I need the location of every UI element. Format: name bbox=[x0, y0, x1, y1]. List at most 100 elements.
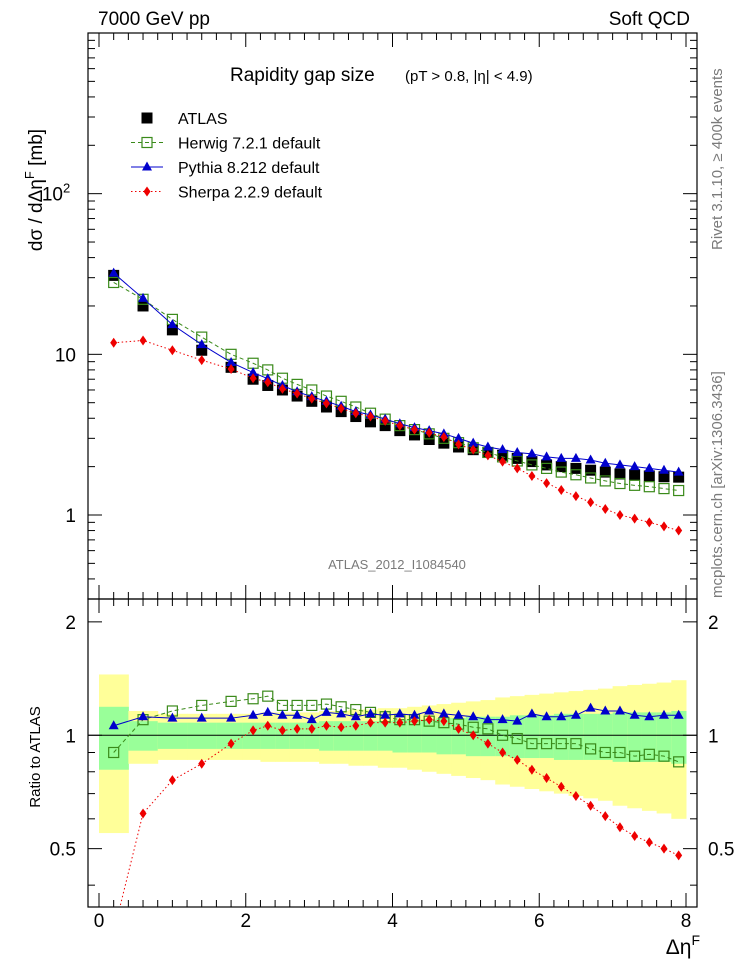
y-tick-label: 102 bbox=[42, 181, 70, 206]
data-point bbox=[322, 398, 330, 409]
ratio-point bbox=[425, 714, 433, 725]
inner-band bbox=[539, 715, 555, 759]
ratio-axis-ticks: 0.5 0.5 1 1 2 2 0 2 4 6 8 bbox=[50, 599, 734, 932]
data-point bbox=[196, 339, 207, 349]
data-point bbox=[614, 477, 626, 490]
ratio-point bbox=[675, 850, 683, 861]
inner-band bbox=[627, 712, 643, 762]
data-point bbox=[599, 475, 611, 487]
x-tick-label: 8 bbox=[681, 911, 692, 932]
ratio-point bbox=[249, 725, 257, 736]
ratio-point bbox=[196, 699, 208, 712]
data-point bbox=[570, 462, 582, 474]
ratio-point bbox=[455, 723, 463, 734]
data-point bbox=[511, 452, 523, 464]
data-point bbox=[540, 462, 553, 474]
data-point bbox=[396, 420, 404, 431]
data-point bbox=[629, 479, 641, 491]
ratio-point bbox=[673, 756, 685, 768]
ratio-point bbox=[337, 722, 345, 733]
main-y-axis-label-sup: F bbox=[22, 171, 37, 179]
data-point bbox=[513, 463, 521, 474]
x-tick-label: 6 bbox=[534, 911, 545, 932]
x-axis-label: ΔηF bbox=[666, 932, 700, 959]
data-point bbox=[226, 356, 237, 366]
ratio-point bbox=[644, 711, 655, 721]
ratio-point bbox=[380, 709, 391, 719]
ratio-point bbox=[556, 711, 567, 721]
data-point bbox=[166, 324, 178, 336]
process-label: Soft QCD bbox=[609, 9, 690, 30]
ratio-point bbox=[658, 750, 670, 762]
data-point bbox=[137, 300, 149, 312]
inner-band bbox=[553, 713, 570, 760]
ratio-point bbox=[629, 750, 641, 762]
inner-band bbox=[597, 713, 614, 760]
ratio-point bbox=[512, 715, 523, 725]
data-point bbox=[629, 469, 641, 481]
data-point bbox=[614, 468, 626, 480]
ratio-point bbox=[614, 746, 626, 759]
data-point bbox=[556, 452, 567, 462]
ratio-point bbox=[572, 790, 580, 801]
data-point bbox=[643, 470, 655, 482]
ratio-point bbox=[469, 730, 477, 741]
data-point bbox=[585, 454, 596, 464]
ratio-point bbox=[411, 716, 419, 727]
ratio-point bbox=[225, 695, 237, 707]
inner-band bbox=[568, 713, 584, 760]
data-point bbox=[482, 441, 493, 451]
data-point bbox=[249, 373, 257, 384]
ratio-y-tick-label: 1 bbox=[65, 726, 76, 747]
inner-band bbox=[524, 715, 540, 759]
ratio-point bbox=[496, 729, 509, 741]
data-point bbox=[675, 525, 683, 536]
ratio-point bbox=[601, 811, 609, 822]
data-point bbox=[497, 444, 508, 454]
inner-band bbox=[260, 722, 276, 749]
data-point bbox=[108, 267, 119, 277]
ratio-point bbox=[526, 738, 538, 750]
inner-band bbox=[392, 719, 408, 753]
data-point bbox=[541, 459, 553, 471]
mcplots-label: mcplots.cern.ch [arXiv:1306.3436] bbox=[709, 371, 726, 598]
data-point bbox=[308, 393, 316, 404]
inner-band bbox=[451, 718, 467, 755]
plot-title: Rapidity gap size bbox=[230, 65, 375, 86]
data-point bbox=[366, 411, 374, 422]
ratio-point bbox=[599, 746, 611, 759]
inner-band bbox=[304, 722, 320, 749]
legend: ATLAS Herwig 7.2.1 default Pythia 8.212 de… bbox=[131, 111, 323, 202]
x-axis-label-sup: F bbox=[691, 932, 700, 948]
ratio-point bbox=[528, 764, 536, 775]
ratio-point bbox=[468, 711, 479, 721]
ratio-point bbox=[350, 711, 361, 721]
ratio-point bbox=[262, 706, 273, 716]
inner-band bbox=[99, 706, 129, 770]
data-point bbox=[337, 403, 345, 414]
y-tick-label: 1 bbox=[65, 506, 76, 527]
ratio-point bbox=[226, 712, 237, 722]
data-point bbox=[658, 482, 670, 495]
ratio-point bbox=[585, 702, 596, 712]
inner-band bbox=[363, 721, 379, 751]
ratio-point bbox=[306, 714, 317, 724]
ratio-point bbox=[139, 808, 147, 819]
ratio-clip bbox=[89, 907, 696, 937]
ratio-point bbox=[306, 699, 318, 712]
inner-band bbox=[333, 721, 349, 751]
series-line bbox=[113, 272, 679, 473]
data-point bbox=[557, 485, 565, 496]
ratio-point bbox=[513, 754, 521, 765]
data-point bbox=[440, 432, 448, 443]
ratio-y-tick-label-right: 0.5 bbox=[708, 840, 734, 861]
data-point bbox=[248, 367, 259, 377]
ratio-point bbox=[293, 723, 301, 734]
ratio-point bbox=[366, 717, 374, 728]
data-point bbox=[616, 509, 624, 520]
data-point bbox=[469, 444, 477, 455]
legend-marker bbox=[143, 186, 151, 197]
legend-marker bbox=[142, 161, 152, 171]
data-point bbox=[645, 517, 653, 528]
